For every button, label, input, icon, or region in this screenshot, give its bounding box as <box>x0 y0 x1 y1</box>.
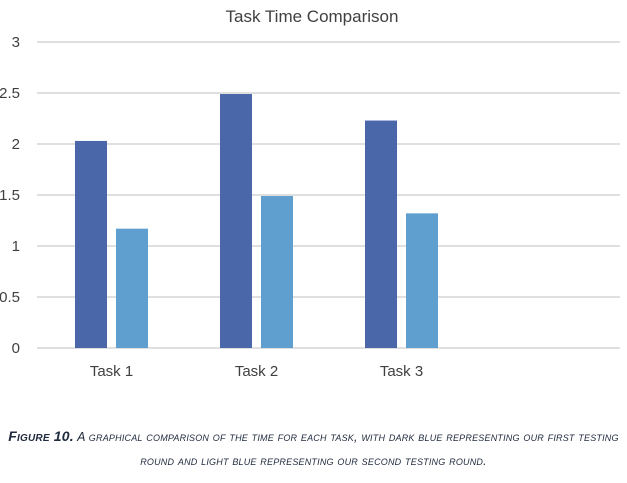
x-category-label: Task 3 <box>380 363 423 380</box>
bar-series-1-task-1 <box>75 140 107 348</box>
bar-series-2-task-1 <box>116 228 148 348</box>
bars <box>75 94 438 349</box>
chart-title: Task Time Comparison <box>226 7 399 26</box>
y-tick-label: 2.5 <box>0 85 20 102</box>
y-axis-ticks: 0 0.5 1 1.5 2 2.5 3 <box>0 34 20 357</box>
figure-caption-text: A graphical comparison of the time for e… <box>77 430 619 468</box>
bar-series-1-task-3 <box>365 120 397 348</box>
figure-label: Figure 10. <box>8 428 74 444</box>
bar-chart: Task Time Comparison 0 0.5 1 1.5 2 2.5 3 Task … <box>0 7 620 380</box>
y-tick-label: 0 <box>12 340 20 357</box>
y-tick-label: 1 <box>12 238 20 255</box>
bar-series-2-task-3 <box>406 213 438 348</box>
bar-series-2-task-2 <box>261 196 293 348</box>
y-tick-label: 2 <box>12 136 20 153</box>
x-category-label: Task 1 <box>90 363 133 380</box>
y-tick-label: 0.5 <box>0 289 20 306</box>
x-category-label: Task 2 <box>235 363 278 380</box>
figure-caption: Figure 10. A graphical comparison of the… <box>0 424 627 473</box>
x-axis-labels: Task 1 Task 2 Task 3 <box>90 363 423 380</box>
y-tick-label: 3 <box>12 34 20 51</box>
bar-series-1-task-2 <box>220 94 252 349</box>
y-tick-label: 1.5 <box>0 187 20 204</box>
